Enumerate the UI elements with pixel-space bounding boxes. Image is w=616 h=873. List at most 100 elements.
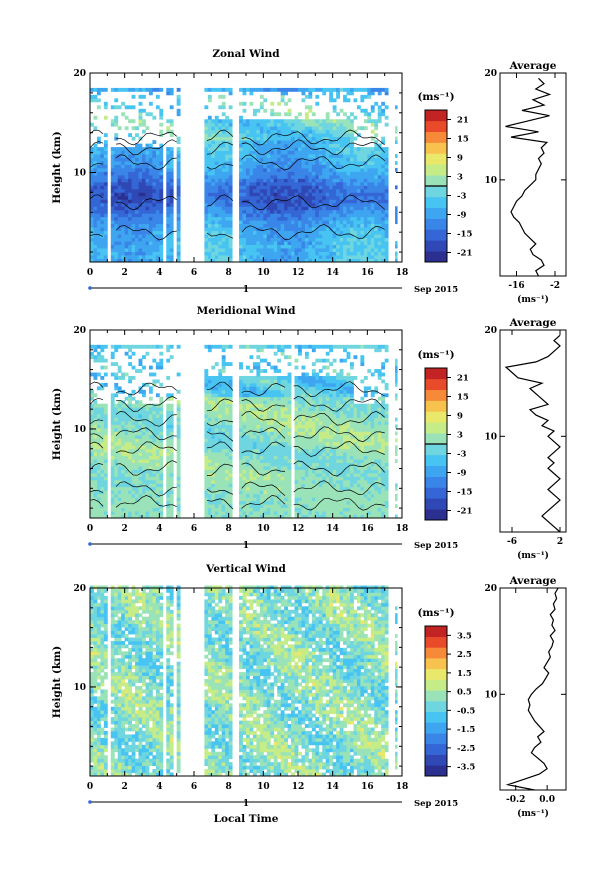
heatmap-cell (266, 223, 271, 228)
heatmap-cell (273, 251, 278, 256)
heatmap-cell (131, 178, 136, 183)
heatmap-cell (311, 241, 316, 245)
heatmap-cell (298, 129, 302, 134)
heatmap-cell (270, 466, 275, 470)
heatmap-cell (263, 417, 268, 422)
heatmap-cell (228, 462, 233, 467)
heatmap-cell (360, 227, 365, 232)
heatmap-cell (277, 185, 282, 190)
heatmap-cell (166, 459, 171, 463)
heatmap-cell (228, 376, 233, 380)
heatmap-cell (131, 421, 136, 425)
heatmap-cell (284, 181, 288, 186)
heatmap-cell (166, 164, 171, 169)
heatmap-cell (225, 344, 230, 349)
heatmap-cell (377, 223, 382, 228)
heatmap-cell (117, 237, 122, 242)
heatmap-cell (343, 136, 347, 141)
heatmap-cell (228, 490, 233, 495)
heatmap-cell (155, 493, 160, 498)
heatmap-cell (298, 168, 302, 172)
heatmap-cell (207, 424, 212, 429)
heatmap-cell (239, 472, 243, 477)
heatmap-cell (246, 258, 250, 263)
heatmap-cell (131, 150, 136, 155)
heatmap-cell (228, 455, 233, 460)
heatmap-cell (142, 251, 146, 256)
heatmap-cell (211, 344, 216, 349)
heatmap-cell (266, 466, 271, 470)
heatmap-cell (353, 164, 358, 169)
heatmap-cell (287, 150, 292, 155)
heatmap-cell (145, 344, 150, 349)
heatmap-cell (291, 223, 295, 228)
heatmap-cell (124, 216, 129, 221)
heatmap-cell (152, 255, 157, 259)
heatmap-cell (242, 136, 247, 141)
heatmap-cell (256, 344, 261, 349)
heatmap-cell (145, 469, 150, 474)
heatmap-cell (221, 382, 226, 387)
heatmap-cell (121, 421, 126, 425)
heatmap-cell (117, 87, 122, 92)
heatmap-cell (266, 234, 271, 239)
heatmap-cell (221, 417, 226, 422)
heatmap-cell (246, 206, 250, 211)
heatmap-cell (339, 227, 344, 232)
heatmap-cell (294, 140, 299, 145)
heatmap-cell (135, 230, 139, 235)
heatmap-cell (218, 386, 223, 391)
heatmap-cell (270, 486, 275, 491)
heatmap-cell (242, 258, 247, 263)
heatmap-cell (103, 251, 108, 256)
heatmap-cell (294, 115, 299, 120)
heatmap-cell (110, 434, 115, 439)
heatmap-cell (204, 140, 209, 145)
heatmap-cell (256, 379, 261, 384)
heatmap-cell (110, 351, 115, 356)
heatmap-cell (121, 209, 126, 214)
heatmap-cell (246, 379, 250, 384)
heatmap-cell (325, 216, 330, 221)
heatmap-cell (270, 112, 275, 117)
contour-lines (89, 129, 385, 241)
heatmap-cell (218, 486, 223, 491)
heatmap-cell (318, 161, 323, 165)
heatmap-cell (169, 150, 174, 155)
heatmap-cell (204, 497, 209, 502)
heatmap-cell (270, 220, 275, 225)
heatmap-cell (148, 188, 153, 193)
heatmap-cell (242, 164, 247, 169)
heatmap-cell (239, 445, 243, 450)
heatmap-cell (242, 140, 247, 145)
heatmap-cell (249, 403, 254, 408)
heatmap-cell (110, 445, 115, 450)
heatmap-cell (252, 126, 257, 131)
heatmap-cell (103, 133, 108, 138)
heatmap-cell (131, 344, 136, 349)
heatmap-cell (145, 154, 150, 158)
heatmap-cell (110, 497, 115, 502)
heatmap-cell (263, 178, 268, 183)
heatmap-cell (284, 87, 288, 92)
heatmap-cell (284, 206, 288, 211)
heatmap-cell (221, 365, 226, 370)
heatmap-cell (214, 417, 219, 422)
heatmap-cell (246, 511, 250, 515)
heatmap-cell (284, 140, 288, 145)
heatmap-cell (110, 455, 115, 460)
heatmap-cell (246, 237, 250, 242)
heatmap-cell (273, 393, 278, 398)
heatmap-cell (90, 98, 94, 103)
heatmap-cell (256, 237, 261, 242)
heatmap-cell (263, 396, 268, 401)
heatmap-cell (138, 386, 143, 391)
heatmap-cell (367, 188, 372, 193)
heatmap-cell (155, 507, 160, 512)
heatmap-cell (256, 188, 261, 193)
heatmap-cell (110, 164, 115, 169)
heatmap-cell (284, 91, 288, 96)
heatmap-cell (339, 119, 344, 124)
heatmap-cell (374, 192, 379, 197)
heatmap-cell (166, 486, 171, 491)
